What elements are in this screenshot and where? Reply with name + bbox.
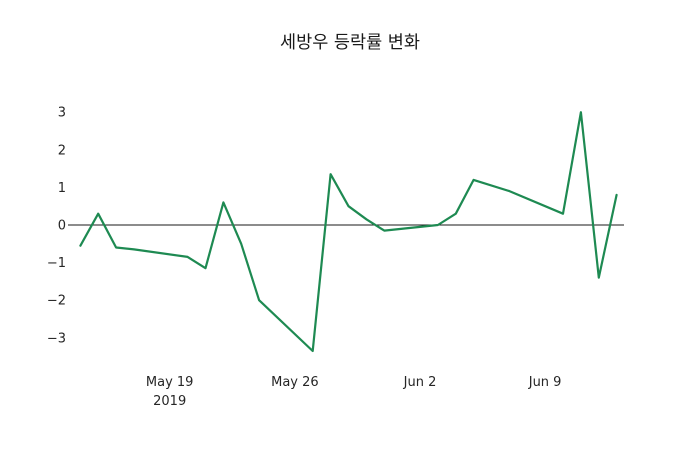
x-tick-sublabel: 2019 xyxy=(153,394,186,409)
y-tick-label: −2 xyxy=(47,294,66,309)
x-tick-label: Jun 2 xyxy=(403,375,437,390)
x-tick-label: Jun 9 xyxy=(528,375,562,390)
x-tick-label: May 26 xyxy=(271,375,319,390)
y-tick-label: −3 xyxy=(47,331,66,346)
y-tick-label: 1 xyxy=(58,181,66,196)
x-tick-label: May 19 xyxy=(146,375,194,390)
chart-title: 세방우 등락률 변화 xyxy=(280,33,420,53)
y-tick-label: −1 xyxy=(47,256,66,271)
series-line xyxy=(79,111,618,353)
y-tick-label: 3 xyxy=(58,106,66,121)
y-tick-label: 2 xyxy=(58,143,66,158)
y-tick-label: 0 xyxy=(58,219,66,234)
